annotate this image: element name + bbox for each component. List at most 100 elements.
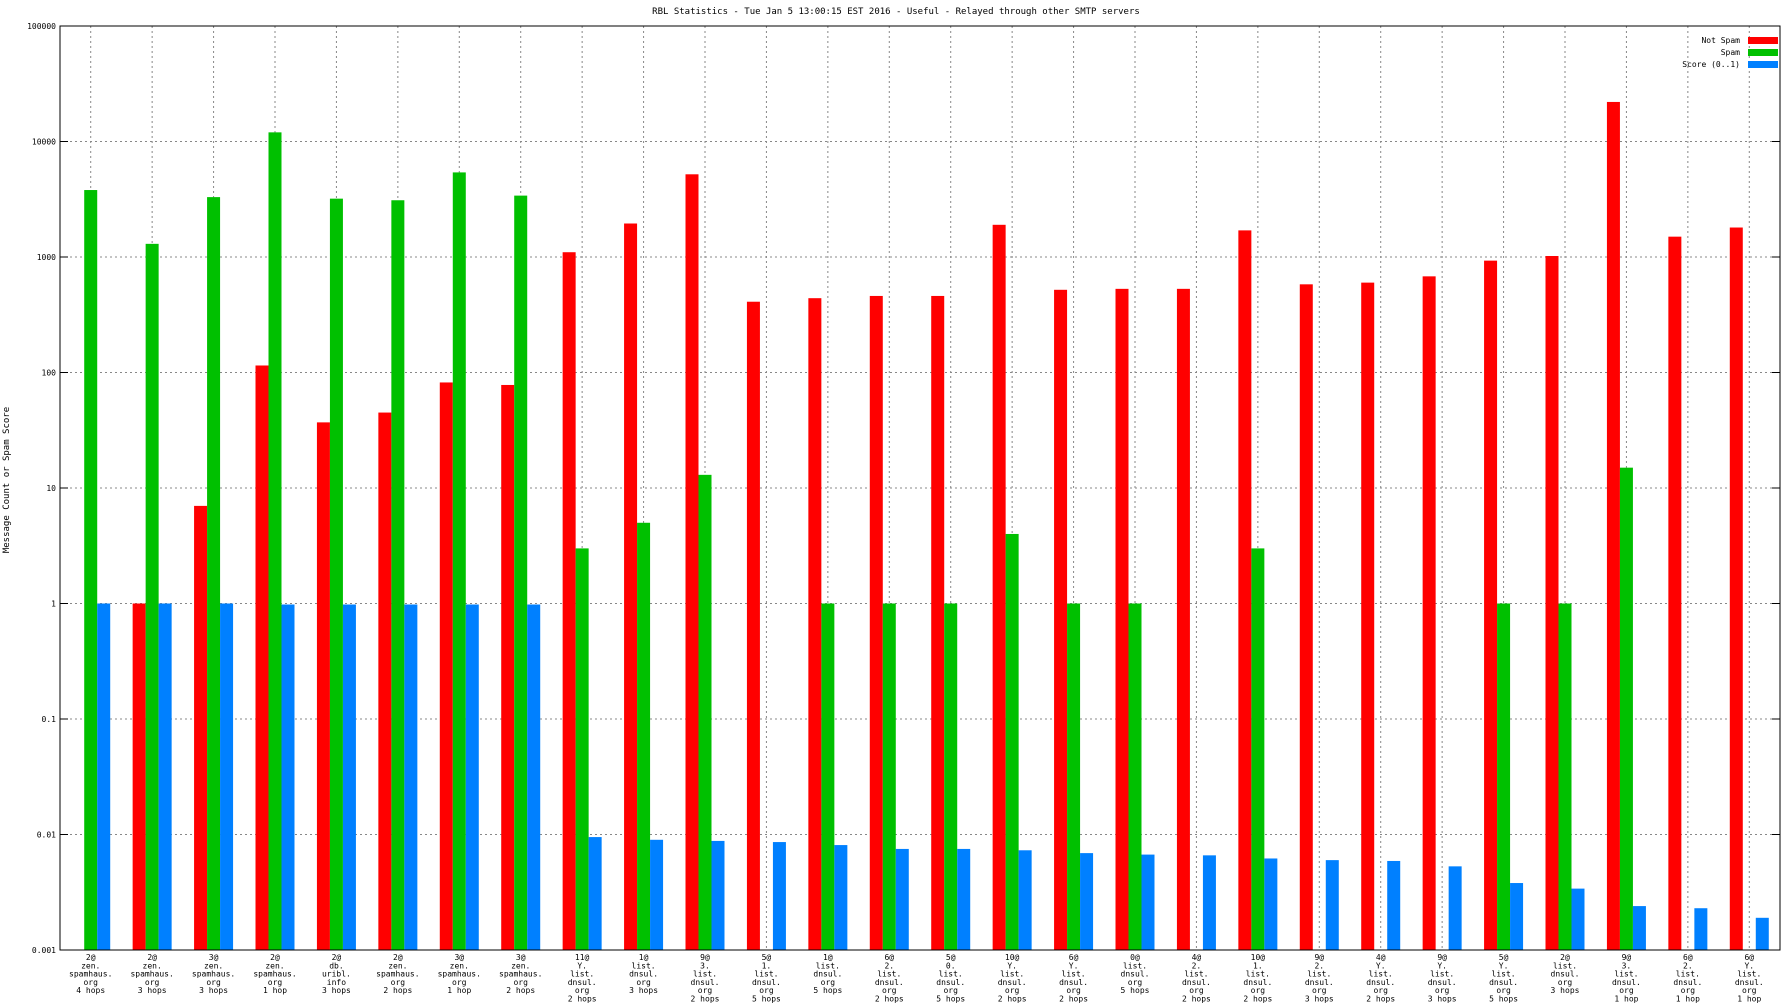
bar-score-0-1 xyxy=(650,839,664,950)
bar-score-0-1 xyxy=(588,837,602,950)
bar-score-0-1 xyxy=(1632,906,1646,950)
bar-score-0-1 xyxy=(220,603,234,950)
bar-not-spam xyxy=(194,505,208,950)
bar-score-0-1 xyxy=(1202,855,1216,950)
bar-not-spam xyxy=(439,382,453,951)
y-tick-label: 10 xyxy=(46,484,56,493)
y-tick-labels: 0.001 0.01 0.1 1 10 100 1000 10000 100000 xyxy=(27,22,56,955)
bar-not-spam xyxy=(255,365,269,951)
bar-spam xyxy=(1558,603,1572,950)
bar-not-spam xyxy=(992,224,1006,950)
bar-spam xyxy=(268,132,282,951)
bar-not-spam xyxy=(1361,282,1375,950)
bar-spam xyxy=(145,243,159,950)
bar-not-spam xyxy=(316,422,330,951)
x-tick-label: 2@ db. uribl. info 3 hops xyxy=(322,953,351,995)
bar-spam xyxy=(1005,533,1019,950)
x-tick-label: 6@ 2. list. dnsul. org 2 hops xyxy=(875,953,904,1004)
bar-score-0-1 xyxy=(711,840,725,950)
legend: Not Spam Spam Score (0..1) xyxy=(1682,36,1778,69)
bar-score-0-1 xyxy=(772,842,786,950)
bar-not-spam xyxy=(869,295,883,950)
x-tick-label: 5@ 1. list. dnsul. org 5 hops xyxy=(752,953,781,1004)
bar-score-0-1 xyxy=(465,604,479,950)
bar-not-spam xyxy=(132,603,146,950)
y-tick-label: 0.001 xyxy=(32,946,56,955)
x-tick-label: 6@ Y. list. dnsul. org 1 hop xyxy=(1735,953,1764,1004)
bar-score-0-1 xyxy=(957,848,971,950)
bar-score-0-1 xyxy=(158,603,172,950)
bar-not-spam xyxy=(1238,230,1252,950)
x-tick-label: 9@ Y. list. dnsul. org 3 hops xyxy=(1428,953,1457,1004)
bar-spam xyxy=(944,603,958,950)
bar-not-spam xyxy=(1484,260,1498,950)
x-tick-labels: 2@ zen. spamhaus. org 4 hops 2@ zen. spamhaus. o… xyxy=(69,953,1764,1004)
plot-frame xyxy=(59,25,1781,951)
bar-score-0-1 xyxy=(1694,908,1708,950)
bar-not-spam xyxy=(1299,284,1313,950)
y-tick-label: 0.1 xyxy=(42,715,57,724)
x-tick-label: 10@ Y. list. dnsul. org 2 hops xyxy=(998,953,1027,1004)
bar-score-0-1 xyxy=(281,604,295,950)
x-tick-label: 11@ Y. list. dnsul. org 2 hops xyxy=(568,953,597,1004)
legend-swatch xyxy=(1748,61,1778,68)
y-tick-label: 1 xyxy=(51,600,56,609)
x-tick-label: 4@ 2. list. dnsul. org 2 hops xyxy=(1182,953,1211,1004)
bar-not-spam xyxy=(1176,288,1190,950)
y-axis-label: Message Count or Spam Score xyxy=(2,407,12,553)
bar-spam xyxy=(329,198,343,951)
bar-score-0-1 xyxy=(1571,888,1585,950)
bar-score-0-1 xyxy=(1264,858,1278,950)
bar-not-spam xyxy=(1668,236,1682,951)
legend-label: Spam xyxy=(1721,48,1740,57)
bar-score-0-1 xyxy=(1510,883,1524,950)
bar-not-spam xyxy=(378,412,392,950)
bar-score-0-1 xyxy=(404,604,418,950)
x-tick-label: 4@ Y. list. dnsul. org 2 hops xyxy=(1366,953,1395,1004)
bar-not-spam xyxy=(1054,289,1068,950)
legend-label: Not Spam xyxy=(1701,36,1740,45)
bar-spam xyxy=(1251,548,1265,950)
bar-not-spam xyxy=(1115,288,1129,950)
x-tick-label: 1@ list. dnsul. org 5 hops xyxy=(813,953,842,995)
bar-score-0-1 xyxy=(527,604,541,950)
bar-score-0-1 xyxy=(1755,917,1769,950)
bar-score-0-1 xyxy=(1325,860,1339,950)
bar-spam xyxy=(84,190,98,951)
bar-spam xyxy=(698,474,712,950)
bar-spam xyxy=(1619,467,1633,950)
bar-spam xyxy=(1067,603,1081,950)
bar-spam xyxy=(452,172,466,951)
x-tick-label: 2@ zen. spamhaus. org 1 hop xyxy=(253,953,296,995)
bar-spam xyxy=(637,522,651,950)
bar-spam xyxy=(207,197,221,950)
x-tick-label: 3@ zen. spamhaus. org 2 hops xyxy=(499,953,542,995)
y-tick-label: 1000 xyxy=(37,253,56,262)
bar-score-0-1 xyxy=(1080,853,1094,950)
x-tick-label: 2@ zen. spamhaus. org 3 hops xyxy=(130,953,173,995)
bar-not-spam xyxy=(501,384,515,950)
bar-spam xyxy=(821,603,835,950)
x-tick-label: 6@ 2. list. dnsul. org 1 hop xyxy=(1673,953,1702,1004)
bar-spam xyxy=(882,603,896,950)
x-tick-label: 1@ list. dnsul. org 3 hops xyxy=(629,953,658,995)
bar-not-spam xyxy=(931,295,945,950)
bar-score-0-1 xyxy=(1018,850,1032,950)
x-tick-label: 2@ list. dnsul. org 3 hops xyxy=(1551,953,1580,995)
y-tick-label: 100000 xyxy=(27,22,56,31)
bar-score-0-1 xyxy=(97,603,111,950)
x-tick-label: 9@ 3. list. dnsul. org 1 hop xyxy=(1612,953,1641,1004)
x-tick-label: 3@ zen. spamhaus. org 3 hops xyxy=(192,953,235,995)
bar-not-spam xyxy=(562,252,576,951)
bar-score-0-1 xyxy=(1141,854,1155,950)
x-tick-label: 9@ 3. list. dnsul. org 2 hops xyxy=(691,953,720,1004)
x-tick-label: 0@ list. dnsul. org 5 hops xyxy=(1121,953,1150,995)
bars-layer xyxy=(84,101,1769,951)
bar-not-spam xyxy=(746,301,760,950)
x-tick-label: 10@ 1. list. dnsul. org 2 hops xyxy=(1243,953,1272,1004)
legend-swatch xyxy=(1748,49,1778,56)
bar-not-spam xyxy=(624,223,638,951)
x-tick-label: 5@ Y. list. dnsul. org 5 hops xyxy=(1489,953,1518,1004)
legend-swatch xyxy=(1748,37,1778,44)
